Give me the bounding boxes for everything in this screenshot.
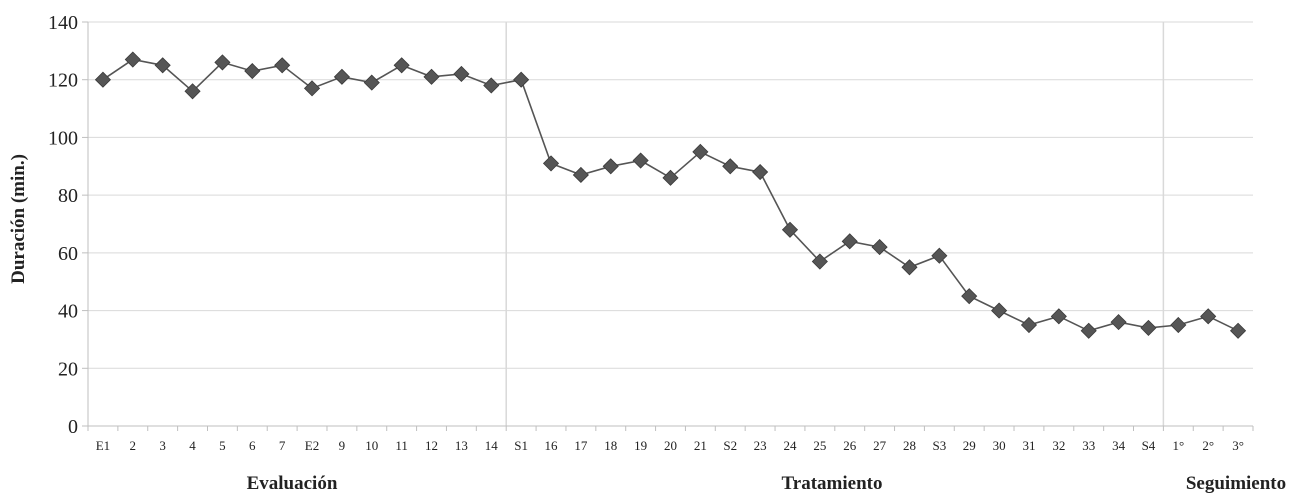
y-tick-label-40: 40 xyxy=(58,301,78,323)
data-point-32 xyxy=(1050,308,1067,325)
data-point-21 xyxy=(692,143,709,160)
data-point-7 xyxy=(274,57,291,74)
data-point-33 xyxy=(1080,322,1097,339)
data-point-2° xyxy=(1200,308,1217,325)
data-point-34 xyxy=(1110,314,1127,331)
x-tick-label-23: 23 xyxy=(754,438,767,453)
x-tick-label-27: 27 xyxy=(873,438,887,453)
data-point-14 xyxy=(483,77,500,94)
data-point-5 xyxy=(214,54,231,71)
y-tick-label-20: 20 xyxy=(58,358,78,380)
x-tick-label-31: 31 xyxy=(1022,438,1035,453)
x-tick-label-25: 25 xyxy=(813,438,826,453)
x-tick-label-S2: S2 xyxy=(723,438,737,453)
y-tick-label-120: 120 xyxy=(48,70,78,92)
x-tick-label-E2: E2 xyxy=(305,438,319,453)
y-tick-label-0: 0 xyxy=(68,416,78,438)
x-tick-label-32: 32 xyxy=(1052,438,1065,453)
phase-dividers xyxy=(505,22,1165,426)
x-tick-label-S1: S1 xyxy=(514,438,528,453)
data-point-29 xyxy=(961,288,978,305)
data-point-3 xyxy=(154,57,171,74)
phase-label-seguimiento: Seguimiento xyxy=(1186,473,1286,494)
phase-label-tratamiento: Tratamiento xyxy=(782,473,883,494)
x-tick-label-3°: 3° xyxy=(1232,438,1244,453)
x-tick-label-10: 10 xyxy=(365,438,378,453)
x-tick-label-12: 12 xyxy=(425,438,438,453)
data-point-17 xyxy=(572,166,589,184)
x-tick-label-1°: 1° xyxy=(1172,438,1184,453)
x-tick-label-34: 34 xyxy=(1112,438,1126,453)
data-point-E2 xyxy=(303,80,321,97)
x-tick-label-E1: E1 xyxy=(96,438,110,453)
x-tick-label-13: 13 xyxy=(455,438,468,453)
data-point-13 xyxy=(453,65,470,83)
data-point-27 xyxy=(871,239,888,256)
data-point-S2 xyxy=(722,158,739,175)
x-tick-label-5: 5 xyxy=(219,438,226,453)
data-point-12 xyxy=(423,68,440,85)
x-tick-label-28: 28 xyxy=(903,438,916,453)
data-point-S4 xyxy=(1140,319,1157,336)
x-tick-labels: E1 2 3 4 5 6 7 E2 9 10 11 12 13 14 S1 16 17 18 19 20 21 S2 23 2… xyxy=(96,438,1244,453)
data-point-11 xyxy=(393,57,410,74)
data-point-S1 xyxy=(513,71,530,88)
x-tick-label-33: 33 xyxy=(1082,438,1095,453)
data-point-16 xyxy=(542,155,560,172)
x-tick-label-S3: S3 xyxy=(932,438,946,453)
y-tick-label-100: 100 xyxy=(48,127,78,149)
axes xyxy=(82,21,1254,431)
data-point-4 xyxy=(184,83,201,100)
y-tick-label-60: 60 xyxy=(58,243,78,265)
x-tick-label-16: 16 xyxy=(545,438,559,453)
x-tick-label-3: 3 xyxy=(159,438,166,453)
data-point-20 xyxy=(662,169,679,186)
x-tick-label-21: 21 xyxy=(694,438,707,453)
data-point-23 xyxy=(752,163,769,181)
y-tick-label-140: 140 xyxy=(48,12,78,34)
data-point-19 xyxy=(632,152,649,169)
data-point-6 xyxy=(244,62,261,80)
x-tick-label-24: 24 xyxy=(783,438,797,453)
data-points xyxy=(94,51,1247,339)
x-tick-label-14: 14 xyxy=(485,438,499,453)
x-tick-label-19: 19 xyxy=(634,438,647,453)
data-point-E1 xyxy=(94,71,112,88)
x-tick-label-17: 17 xyxy=(574,438,588,453)
data-point-18 xyxy=(602,158,619,175)
phase-label-evaluacion: Evaluación xyxy=(247,473,338,494)
x-tick-label-9: 9 xyxy=(339,438,346,453)
data-point-25 xyxy=(811,253,828,270)
x-tick-label-S4: S4 xyxy=(1142,438,1156,453)
data-point-24 xyxy=(781,221,799,238)
data-point-1° xyxy=(1170,316,1187,334)
data-point-28 xyxy=(901,259,918,276)
x-tick-label-4: 4 xyxy=(189,438,196,453)
x-tick-label-6: 6 xyxy=(249,438,256,453)
data-point-30 xyxy=(991,302,1008,319)
data-point-9 xyxy=(333,68,350,85)
x-tick-label-2: 2 xyxy=(130,438,137,453)
x-tick-label-30: 30 xyxy=(993,438,1006,453)
x-tick-label-26: 26 xyxy=(843,438,857,453)
data-point-10 xyxy=(363,74,380,91)
x-tick-label-29: 29 xyxy=(963,438,976,453)
x-tick-label-2°: 2° xyxy=(1202,438,1214,453)
gridlines xyxy=(88,21,1253,369)
y-axis-label: Duración (min.) xyxy=(8,154,29,284)
data-point-26 xyxy=(841,233,858,250)
data-point-31 xyxy=(1020,316,1038,334)
data-point-2 xyxy=(124,51,141,68)
x-tick-label-11: 11 xyxy=(395,438,408,453)
data-point-3° xyxy=(1229,322,1247,339)
data-point-S3 xyxy=(931,247,948,264)
x-tick-label-7: 7 xyxy=(279,438,286,453)
y-tick-labels: 0 20 40 60 80 100 120 140 xyxy=(48,12,78,438)
x-tick-label-20: 20 xyxy=(664,438,677,453)
y-tick-label-80: 80 xyxy=(58,185,78,207)
x-tick-label-18: 18 xyxy=(604,438,617,453)
